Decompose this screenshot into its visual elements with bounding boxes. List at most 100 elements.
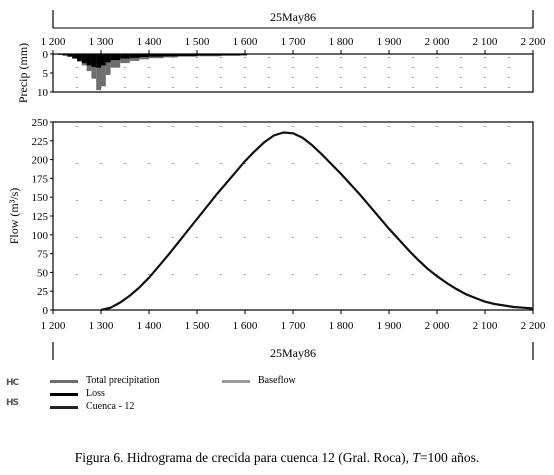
flow-y-tick-label: 100 [32, 230, 49, 242]
flow-data-point [148, 277, 150, 279]
flow-data-point [494, 303, 495, 305]
flow-data-point [321, 153, 323, 155]
flow-x-tick-label: 2 200 [521, 320, 546, 332]
flow-y-tick-label: 150 [32, 192, 49, 204]
flow-data-point [215, 194, 217, 196]
precip-x-tick-label: 1 300 [89, 36, 114, 48]
flow-data-point [187, 230, 188, 232]
precip-x-tick-label: 1 500 [185, 36, 210, 48]
flow-y-tick-label: 125 [32, 211, 49, 223]
precip-x-tick-label: 2 100 [473, 36, 498, 48]
precip-x-tick-label: 1 900 [377, 36, 402, 48]
flow-data-point [110, 307, 111, 309]
flow-data-point [379, 217, 380, 218]
legend-swatch-loss [50, 393, 78, 396]
flow-data-point [503, 305, 505, 306]
flow-data-point [139, 287, 140, 288]
legend-label-cuenca-12: Cuenca - 12 [86, 401, 135, 412]
flow-data-point [254, 150, 256, 152]
flow-x-tick-label: 1 700 [281, 320, 306, 332]
precip-x-tick-label: 1 800 [329, 36, 354, 48]
flow-data-point [263, 141, 265, 143]
flow-data-point [119, 302, 121, 303]
caption-italic: T [412, 450, 420, 465]
precip-bar-loss [163, 54, 178, 57]
caption-prefix: Figura 6. Hidrograma de crecida para cue… [74, 450, 413, 465]
precip-x-tick-label: 1 700 [281, 36, 306, 48]
flow-data-point [225, 183, 227, 185]
precip-bar-loss [72, 54, 77, 59]
flow-data-point [292, 132, 294, 134]
legend-swatch-cuenca-12 [50, 406, 78, 409]
caption-suffix: =100 años. [419, 450, 480, 465]
flow-x-tick-label: 2 000 [425, 320, 450, 332]
legend-label-baseflow: Baseflow [258, 375, 296, 386]
legend-code-hc: HC [6, 378, 19, 388]
flow-data-point [129, 295, 131, 297]
flow-y-tick-label: 25 [37, 286, 49, 298]
flow-data-point [167, 254, 169, 256]
flow-data-point [523, 307, 524, 309]
precip-bar-loss [67, 54, 73, 57]
precip-bar-loss [81, 54, 87, 64]
legend-swatch-baseflow [222, 380, 250, 383]
figure-caption: Figura 6. Hidrograma de crecida para cue… [0, 450, 554, 466]
flow-data-point [446, 282, 447, 284]
precip-bar-loss [77, 54, 82, 61]
flow-data-point [196, 218, 198, 220]
flow-data-point [407, 249, 409, 251]
flow-x-tick-label: 1 500 [185, 320, 210, 332]
precip-bar-loss [62, 54, 68, 56]
flow-data-point [436, 275, 438, 277]
flow-data-point [417, 259, 419, 261]
flow-data-point [427, 268, 428, 270]
precip-y-tick-label: 0 [43, 49, 49, 61]
precip-bar-loss [86, 54, 92, 66]
flow-data-point [369, 205, 371, 207]
flow-data-point [513, 306, 515, 308]
flow-data-point [206, 206, 208, 208]
flow-data-point [177, 242, 179, 244]
precip-bar-loss [245, 54, 247, 56]
flow-data-point [331, 163, 332, 165]
precip-bar-total [105, 54, 111, 75]
precip-bar-loss [120, 54, 130, 59]
flow-y-tick-label: 175 [32, 173, 49, 185]
flow-data-point [273, 135, 275, 136]
flow-data-point [100, 309, 102, 311]
flow-data-point [311, 144, 313, 146]
precip-bar-loss [91, 54, 97, 67]
precip-y-axis-label: Precip (mm) [16, 43, 30, 103]
flow-data-point [484, 301, 486, 303]
flow-y-tick-label: 75 [37, 249, 49, 261]
precip-x-tick-label: 2 200 [521, 36, 546, 48]
flow-data-point [532, 308, 534, 309]
legend-label-total-precipitation: Total precipitation [86, 375, 160, 386]
flow-data-point [455, 288, 457, 290]
flow-x-tick-label: 1 300 [89, 320, 114, 332]
bottom-date-label: 25May86 [270, 346, 316, 360]
precip-y-tick-label: 10 [37, 87, 49, 99]
flow-x-tick-label: 1 400 [137, 320, 162, 332]
flow-data-point [475, 297, 476, 299]
flow-data-point [388, 228, 390, 230]
precip-bar-loss [53, 54, 58, 55]
precip-bar-loss [110, 54, 121, 61]
precip-bar-loss [57, 54, 63, 55]
flow-data-point [283, 132, 284, 133]
flow-data-point [302, 137, 303, 139]
flow-data-point [244, 160, 246, 162]
precip-bar-loss [129, 54, 140, 58]
precip-y-tick-label: 5 [43, 68, 49, 80]
flow-series-line [100, 131, 534, 312]
flow-data-point [398, 238, 399, 240]
precip-bar-total [101, 54, 106, 87]
precip-bar-loss [177, 54, 197, 56]
flow-data-point [350, 184, 351, 185]
flow-y-tick-label: 250 [32, 117, 49, 129]
precip-bar-total [96, 54, 101, 91]
flow-x-tick-label: 1 200 [41, 320, 66, 332]
precip-bar-total [110, 54, 121, 68]
flow-y-axis-label: Flow (m³/s) [7, 188, 21, 245]
precip-bar-loss [221, 54, 241, 56]
